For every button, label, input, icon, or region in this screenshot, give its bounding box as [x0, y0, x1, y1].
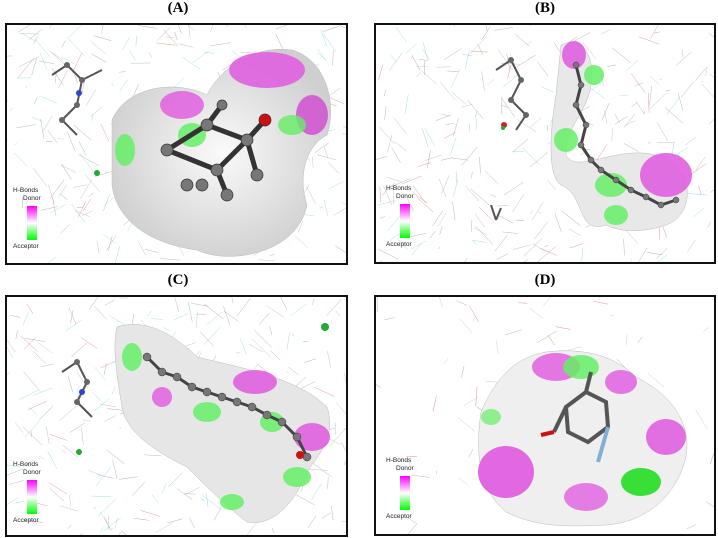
panel-c-title: (C) — [167, 272, 189, 288]
panel-c-image — [7, 297, 346, 535]
hbond-gradient — [27, 206, 37, 240]
legend-title: H-Bonds — [13, 187, 39, 194]
legend-donor-label: Donor — [23, 469, 41, 476]
legend-donor-label: Donor — [396, 193, 414, 200]
panel-a: H-Bonds Donor Acceptor — [5, 23, 348, 265]
legend-c: H-Bonds Donor Acceptor — [13, 461, 41, 525]
panel-a-image — [7, 25, 346, 263]
legend-title: H-Bonds — [386, 457, 412, 464]
hbond-gradient — [27, 480, 37, 514]
legend-acceptor-label: Acceptor — [386, 513, 412, 520]
panel-c: H-Bonds Donor Acceptor — [5, 295, 348, 537]
panel-d: H-Bonds Donor Acceptor — [374, 295, 716, 536]
panel-b-title: (B) — [535, 0, 555, 16]
panel-d-image — [376, 297, 714, 534]
panel-b-image — [376, 25, 714, 262]
protein-wireframe — [376, 25, 714, 262]
legend-a: H-Bonds Donor Acceptor — [13, 187, 41, 251]
legend-donor-label: Donor — [396, 465, 414, 472]
legend-b: H-Bonds Donor Acceptor — [386, 185, 414, 249]
legend-title: H-Bonds — [13, 461, 39, 468]
panel-a-title: (A) — [167, 0, 189, 16]
legend-acceptor-label: Acceptor — [386, 241, 412, 248]
legend-d: H-Bonds Donor Acceptor — [386, 457, 414, 521]
legend-acceptor-label: Acceptor — [13, 517, 39, 524]
panel-b: H-Bonds Donor Acceptor — [374, 23, 716, 264]
panel-d-title: (D) — [534, 272, 556, 288]
legend-title: H-Bonds — [386, 185, 412, 192]
legend-donor-label: Donor — [23, 195, 41, 202]
hbond-gradient — [400, 204, 410, 238]
hbond-gradient — [400, 476, 410, 510]
legend-acceptor-label: Acceptor — [13, 243, 39, 250]
